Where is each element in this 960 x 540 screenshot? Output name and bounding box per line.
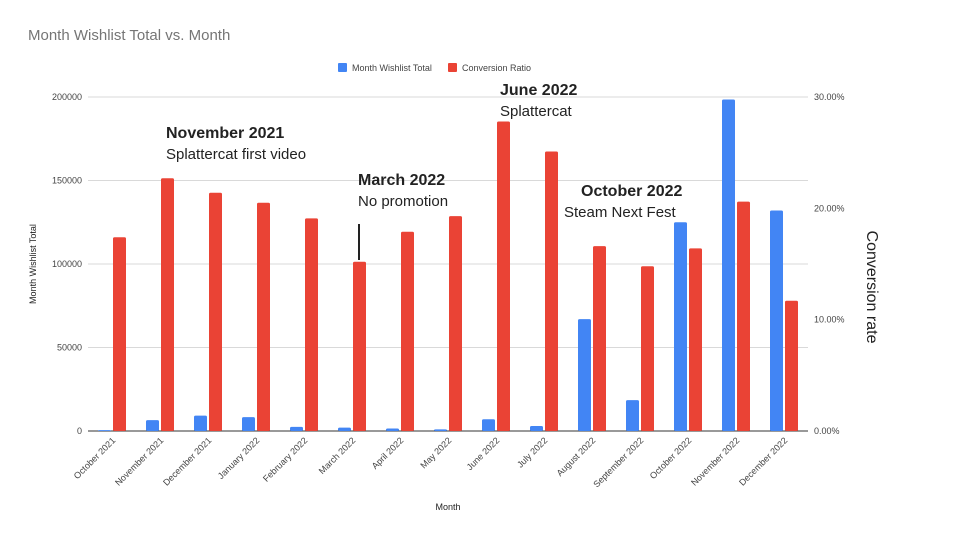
- bar-conversion-ratio: [449, 216, 462, 431]
- legend-item[interactable]: Conversion Ratio: [448, 63, 531, 73]
- bar-conversion-ratio: [401, 231, 414, 431]
- annotation-title: October 2022: [581, 183, 682, 200]
- bar-wishlist-total: [146, 420, 159, 431]
- bar-conversion-ratio: [305, 218, 318, 431]
- x-tick-label: January 2022: [216, 435, 262, 481]
- x-tick-label: April 2022: [370, 435, 406, 471]
- y-tick-label: 50000: [57, 343, 82, 353]
- legend-swatch: [338, 63, 347, 72]
- bar-wishlist-total: [770, 210, 783, 431]
- y-tick-label: 200000: [52, 92, 82, 102]
- annotation-subtitle: Splattercat first video: [166, 146, 306, 163]
- bar-wishlist-total: [242, 417, 255, 431]
- gridlines: [88, 96, 808, 432]
- x-tick-label: December 2021: [161, 435, 213, 487]
- bar-conversion-ratio: [353, 261, 366, 431]
- y2-tick-label: 0.00%: [814, 426, 840, 436]
- legend-label: Conversion Ratio: [462, 63, 531, 73]
- annotation: June 2022 Splattercat: [500, 82, 577, 120]
- bar-conversion-ratio: [785, 300, 798, 431]
- x-tick-label: August 2022: [555, 435, 598, 478]
- x-tick-label: February 2022: [261, 435, 309, 483]
- bar-conversion-ratio: [545, 151, 558, 431]
- x-tick-label: December 2022: [737, 435, 789, 487]
- bar-conversion-ratio: [209, 192, 222, 431]
- annotation-title: November 2021: [166, 125, 284, 142]
- bar-wishlist-total: [674, 222, 687, 431]
- y-tick-label: 0: [77, 426, 82, 436]
- y-axis-title: Month Wishlist Total: [28, 224, 38, 304]
- bar-wishlist-total: [578, 319, 591, 431]
- x-tick-label: June 2022: [465, 435, 502, 472]
- y-tick-label: 150000: [52, 176, 82, 186]
- bar-wishlist-total: [386, 428, 399, 431]
- bar-wishlist-total: [626, 400, 639, 431]
- x-tick-label: March 2022: [317, 435, 358, 476]
- annotation-subtitle: No promotion: [358, 193, 448, 210]
- y-tick-label: 100000: [52, 259, 82, 269]
- bar-wishlist-total: [530, 425, 543, 431]
- legend-swatch: [448, 63, 457, 72]
- bars: [98, 99, 798, 431]
- bar-wishlist-total: [434, 429, 447, 431]
- legend-label: Month Wishlist Total: [352, 63, 432, 73]
- x-tick-label: October 2022: [648, 435, 694, 481]
- bar-conversion-ratio: [593, 246, 606, 431]
- chart-title: Month Wishlist Total vs. Month: [28, 27, 231, 44]
- x-tick-label: November 2021: [113, 435, 165, 487]
- bar-conversion-ratio: [737, 201, 750, 431]
- bar-conversion-ratio: [257, 202, 270, 431]
- x-tick-label: November 2022: [689, 435, 741, 487]
- annotations: November 2021 Splattercat first video Marc…: [166, 82, 682, 260]
- annotation: November 2021 Splattercat first video: [166, 125, 306, 163]
- annotation: October 2022 Steam Next Fest: [564, 183, 682, 221]
- bar-wishlist-total: [338, 427, 351, 431]
- bar-conversion-ratio: [641, 266, 654, 431]
- annotation-subtitle: Splattercat: [500, 103, 573, 120]
- x-tick-label: October 2021: [72, 435, 118, 481]
- y2-tick-label: 30.00%: [814, 92, 845, 102]
- y2-tick-label: 20.00%: [814, 203, 845, 213]
- bar-conversion-ratio: [161, 178, 174, 431]
- y2-axis-title: Conversion rate: [863, 231, 880, 344]
- bar-wishlist-total: [482, 419, 495, 431]
- bar-conversion-ratio: [113, 237, 126, 431]
- bar-wishlist-total: [98, 430, 111, 431]
- bar-conversion-ratio: [689, 248, 702, 431]
- annotation-title: March 2022: [358, 172, 445, 189]
- bar-wishlist-total: [722, 99, 735, 431]
- y2-tick-label: 10.00%: [814, 315, 845, 325]
- bar-wishlist-total: [194, 415, 207, 431]
- legend-item[interactable]: Month Wishlist Total: [338, 63, 432, 73]
- x-tick-label: September 2022: [591, 435, 645, 489]
- annotation: March 2022 No promotion: [358, 172, 448, 260]
- legend[interactable]: Month Wishlist Total Conversion Ratio: [338, 63, 531, 73]
- x-tick-label: July 2022: [515, 435, 549, 469]
- annotation-subtitle: Steam Next Fest: [564, 204, 677, 221]
- x-axis-title: Month: [435, 502, 460, 512]
- bar-conversion-ratio: [497, 121, 510, 431]
- bar-wishlist-total: [290, 426, 303, 431]
- annotation-title: June 2022: [500, 82, 577, 99]
- x-tick-label: May 2022: [418, 435, 453, 470]
